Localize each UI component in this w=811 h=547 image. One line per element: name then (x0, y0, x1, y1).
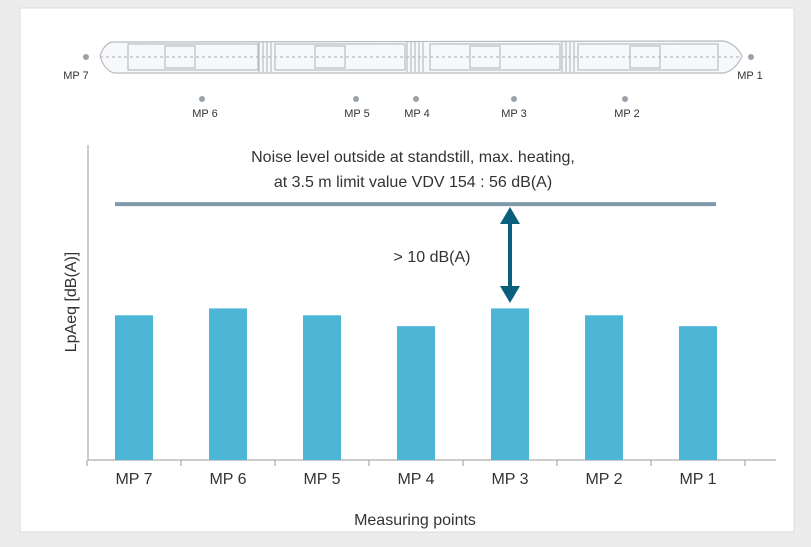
bar (679, 326, 717, 460)
page: Noise level outside at standstill, max. … (0, 0, 811, 547)
measuring-point-dot (511, 96, 517, 102)
measuring-point-dot (622, 96, 628, 102)
x-tick-label: MP 7 (115, 471, 152, 488)
x-tick-label: MP 2 (585, 471, 622, 488)
measuring-point-label: MP 5 (344, 108, 369, 120)
bar (115, 315, 153, 460)
measuring-point-dot (748, 54, 754, 60)
measuring-point-dot (353, 96, 359, 102)
annotation: Noise level outside at standstill, max. … (251, 149, 575, 166)
measuring-point-dot (413, 96, 419, 102)
measuring-point-label: MP 3 (501, 108, 526, 120)
bar (585, 315, 623, 460)
measuring-point-label: MP 2 (614, 108, 639, 120)
measuring-point-label: MP 7 (63, 70, 88, 82)
measuring-point-label: MP 4 (404, 108, 429, 120)
x-tick-label: MP 4 (397, 471, 434, 488)
train-diagram (100, 41, 742, 73)
x-tick-label: MP 5 (303, 471, 340, 488)
bar (209, 308, 247, 460)
measuring-point-dot (83, 54, 89, 60)
gap-label: > 10 dB(A) (394, 249, 471, 266)
measuring-point-dot (199, 96, 205, 102)
annotation: at 3.5 m limit value VDV 154 : 56 dB(A) (274, 174, 552, 191)
x-axis-label: Measuring points (354, 512, 476, 529)
y-axis-label: LpAeq [dB(A)] (63, 252, 80, 353)
measuring-point-label: MP 1 (737, 70, 762, 82)
bar (491, 308, 529, 460)
bar (397, 326, 435, 460)
measuring-point-label: MP 6 (192, 108, 217, 120)
x-tick-label: MP 6 (209, 471, 246, 488)
x-tick-label: MP 3 (491, 471, 528, 488)
bar (303, 315, 341, 460)
chart: Noise level outside at standstill, max. … (0, 0, 811, 547)
x-tick-label: MP 1 (679, 471, 716, 488)
